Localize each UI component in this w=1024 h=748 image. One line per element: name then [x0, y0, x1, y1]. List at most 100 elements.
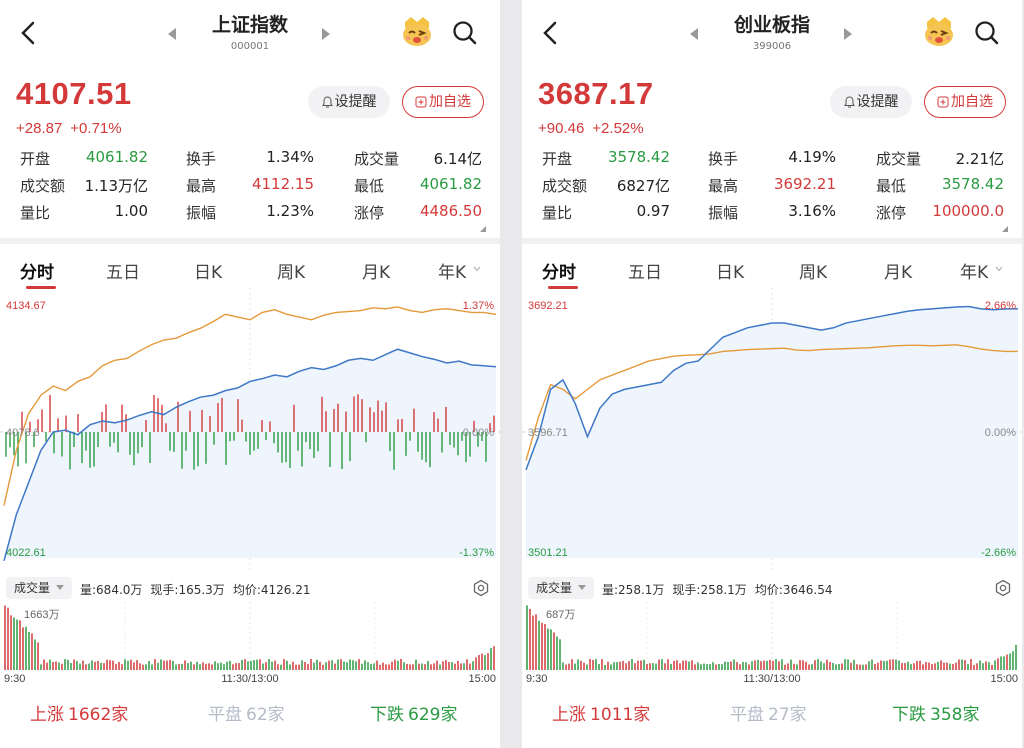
tab-0[interactable]: 分时 [20, 263, 54, 283]
advancers-count: 1662家 [68, 705, 129, 725]
tab-1[interactable]: 五日 [628, 263, 662, 283]
unchanged-count: 27家 [768, 705, 807, 725]
chevron-left-icon[interactable] [536, 18, 566, 48]
divider [0, 238, 500, 244]
divider [522, 238, 1022, 244]
volume-peak-label: 687万 [546, 609, 575, 621]
gear-icon[interactable] [994, 579, 1012, 597]
advancers-label: 上涨 [552, 705, 586, 725]
chevron-left-icon[interactable] [14, 18, 44, 48]
intraday-chart[interactable]: 3692.21 2.66% 3596.71 0.00% 3501.21 -2.66% [522, 288, 1022, 570]
y-axis-base-label: 3596.71 [528, 427, 568, 439]
advancers: 上涨 1011家 [552, 700, 650, 725]
mascot-icon[interactable] [922, 16, 956, 48]
y-axis-base-pct: 0.00% [985, 427, 1016, 439]
title-box: 创业板指 399006 [672, 10, 872, 52]
stat-label: 振幅 [708, 204, 739, 222]
expand-corner-icon[interactable] [1002, 226, 1008, 232]
y-axis-low-pct: -1.37% [459, 547, 494, 559]
expand-corner-icon[interactable] [480, 226, 486, 232]
search-icon[interactable] [974, 20, 1000, 46]
volume-chart[interactable]: 687万 9:30 11:30/13:00 15:00 [522, 602, 1022, 690]
title-box: 上证指数 000001 [150, 10, 350, 52]
indicator-selector[interactable]: 成交量 [6, 577, 73, 599]
add-watchlist-button[interactable]: 加自选 [402, 86, 484, 118]
current-price: 3687.17 [538, 76, 654, 111]
tab-0[interactable]: 分时 [542, 263, 576, 283]
search-icon[interactable] [452, 20, 478, 46]
chart-tabs: 分时 五日 日K 周K 月K 年K [0, 252, 500, 289]
volume-chart[interactable]: 1663万 9:30 11:30/13:00 15:00 [0, 602, 500, 690]
mascot-icon[interactable] [400, 16, 434, 48]
tab-2[interactable]: 日K [716, 263, 745, 283]
tab-2[interactable]: 日K [194, 263, 223, 283]
stat-value: 3578.42 [941, 175, 1004, 193]
intraday-chart[interactable]: 4134.67 1.37% 4078.6 0.00% 4022.61 -1.37% [0, 288, 500, 570]
index-area-fill [526, 306, 1018, 558]
stats-grid: 开盘 3578.42 换手 4.19% 成交量 2.21亿 成交额 6827亿 … [542, 148, 1008, 229]
stat-label: 成交量 [354, 150, 400, 168]
y-axis-base-label: 4078.6 [6, 427, 40, 439]
tab-5[interactable]: 年K [960, 263, 989, 283]
change-amount: +28.87 [16, 120, 63, 137]
time-start-label: 9:30 [526, 673, 547, 685]
index-code: 000001 [230, 41, 270, 52]
stat-value: 4112.15 [251, 175, 314, 193]
tab-4[interactable]: 月K [884, 263, 913, 283]
stat-label: 成交额 [542, 177, 588, 195]
stats-row: 量比 1.00 振幅 1.23% 涨停 4486.50 [20, 202, 486, 229]
set-alert-button[interactable]: 设提醒 [830, 86, 912, 118]
unchanged-label: 平盘 [208, 705, 242, 725]
volume-stat: 量:684.0万 [80, 583, 143, 597]
chart-tabs: 分时 五日 日K 周K 月K 年K [522, 252, 1022, 289]
stat-value: 4.19% [788, 148, 836, 166]
time-end-label: 15:00 [990, 673, 1018, 685]
stats-row: 成交额 1.13万亿 最高 4112.15 最低 4061.82 [20, 175, 486, 202]
time-mid-label: 11:30/13:00 [221, 673, 278, 685]
time-mid-label: 11:30/13:00 [743, 673, 800, 685]
bell-icon [321, 96, 333, 108]
time-start-label: 9:30 [4, 673, 25, 685]
triangle-left-icon[interactable] [168, 28, 176, 40]
current-price: 4107.51 [16, 76, 132, 111]
add-watchlist-button[interactable]: 加自选 [924, 86, 1006, 118]
stat-label: 开盘 [20, 150, 51, 168]
volume-stat: 现手:165.3万 [150, 583, 225, 597]
triangle-right-icon[interactable] [322, 28, 330, 40]
triangle-right-icon[interactable] [844, 28, 852, 40]
stat-value: 100000.0 [932, 202, 1004, 220]
average-price-line [3, 306, 497, 506]
stat-label: 最低 [876, 177, 907, 195]
nav-bar: 创业板指 399006 [522, 0, 1022, 62]
stat-value: 4486.50 [419, 202, 482, 220]
set-alert-label: 设提醒 [334, 94, 377, 110]
chevron-down-icon[interactable] [995, 266, 1003, 272]
advancers-count: 1011家 [590, 705, 651, 725]
tab-3[interactable]: 周K [799, 263, 828, 283]
stat-label: 最高 [186, 177, 217, 195]
stat-value: 4061.82 [85, 148, 148, 166]
volume-info: 量:258.1万 现手:258.1万 均价:3646.54 [602, 581, 840, 598]
stat-value: 6.14亿 [433, 150, 482, 168]
gear-icon[interactable] [472, 579, 490, 597]
stat-label: 振幅 [186, 204, 217, 222]
tab-3[interactable]: 周K [277, 263, 306, 283]
index-panel-1: 创业板指 399006 3687.17 +90.46 +2.52% 设提醒 加自选 [522, 0, 1022, 748]
decliners: 下跌 358家 [892, 700, 979, 725]
tab-5[interactable]: 年K [438, 263, 467, 283]
index-code: 399006 [752, 41, 792, 52]
tab-4[interactable]: 月K [362, 263, 391, 283]
indicator-selector[interactable]: 成交量 [528, 577, 595, 599]
volume-stat: 现手:258.1万 [672, 583, 747, 597]
y-axis-low-label: 3501.21 [528, 547, 568, 559]
active-tab-indicator [26, 286, 56, 289]
triangle-left-icon[interactable] [690, 28, 698, 40]
tab-1[interactable]: 五日 [106, 263, 140, 283]
set-alert-button[interactable]: 设提醒 [308, 86, 390, 118]
volume-stat: 均价:3646.54 [754, 583, 833, 597]
y-axis-low-pct: -2.66% [981, 547, 1016, 559]
chevron-down-icon[interactable] [473, 266, 481, 272]
change-amount: +90.46 [538, 120, 585, 137]
market-breadth: 上涨 1011家 平盘 27家 下跌 358家 [522, 700, 1022, 736]
stat-value: 1.13万亿 [84, 177, 148, 195]
